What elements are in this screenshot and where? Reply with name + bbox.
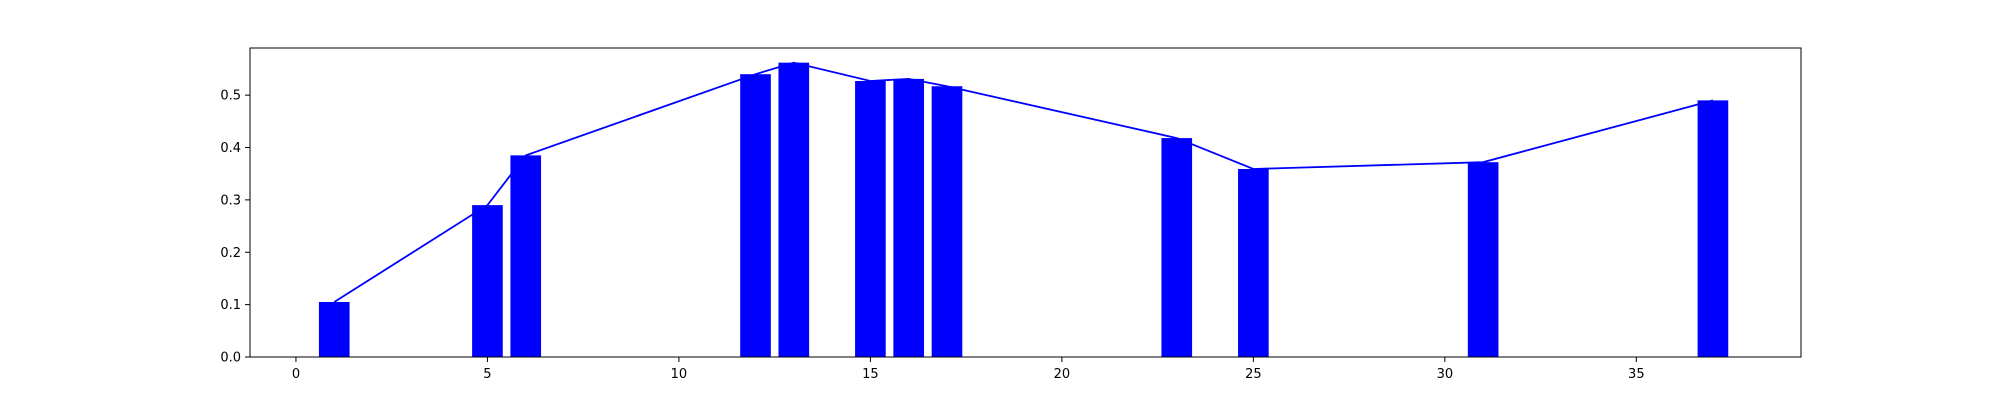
y-tick-label: 0.1 (220, 298, 241, 313)
bar (318, 302, 350, 357)
x-tick-label: 20 (1054, 367, 1071, 382)
bar (1161, 138, 1193, 357)
bar (931, 86, 963, 357)
y-tick-label: 0.5 (220, 89, 241, 104)
bar (740, 74, 771, 358)
x-tick-label: 25 (1245, 367, 1262, 382)
line-series (333, 61, 1714, 303)
x-tick-label: 5 (483, 367, 491, 382)
bar-series (318, 62, 1729, 358)
bar (893, 78, 925, 358)
bar (855, 80, 886, 357)
y-tick-label: 0.4 (220, 141, 241, 156)
y-tick-label: 0.3 (220, 193, 241, 208)
plot-frame (249, 47, 1802, 358)
bar (510, 155, 542, 357)
x-tick-label: 35 (1628, 367, 1645, 382)
bar (1238, 168, 1269, 357)
bar (472, 205, 503, 357)
y-tick-label: 0.2 (220, 246, 241, 261)
x-tick-label: 0 (292, 367, 300, 382)
x-axis: 0 5 10 15 20 25 30 35 (292, 357, 1645, 382)
bar (1467, 162, 1499, 357)
bar (778, 62, 810, 358)
series-line (333, 61, 1714, 303)
x-tick-label: 15 (862, 367, 879, 382)
x-tick-label: 30 (1437, 367, 1454, 382)
y-tick-label: 0.0 (220, 351, 241, 366)
bar (1697, 100, 1729, 358)
x-tick-label: 10 (671, 367, 688, 382)
y-axis: 0.0 0.1 0.2 0.3 0.4 0.5 (220, 89, 250, 366)
